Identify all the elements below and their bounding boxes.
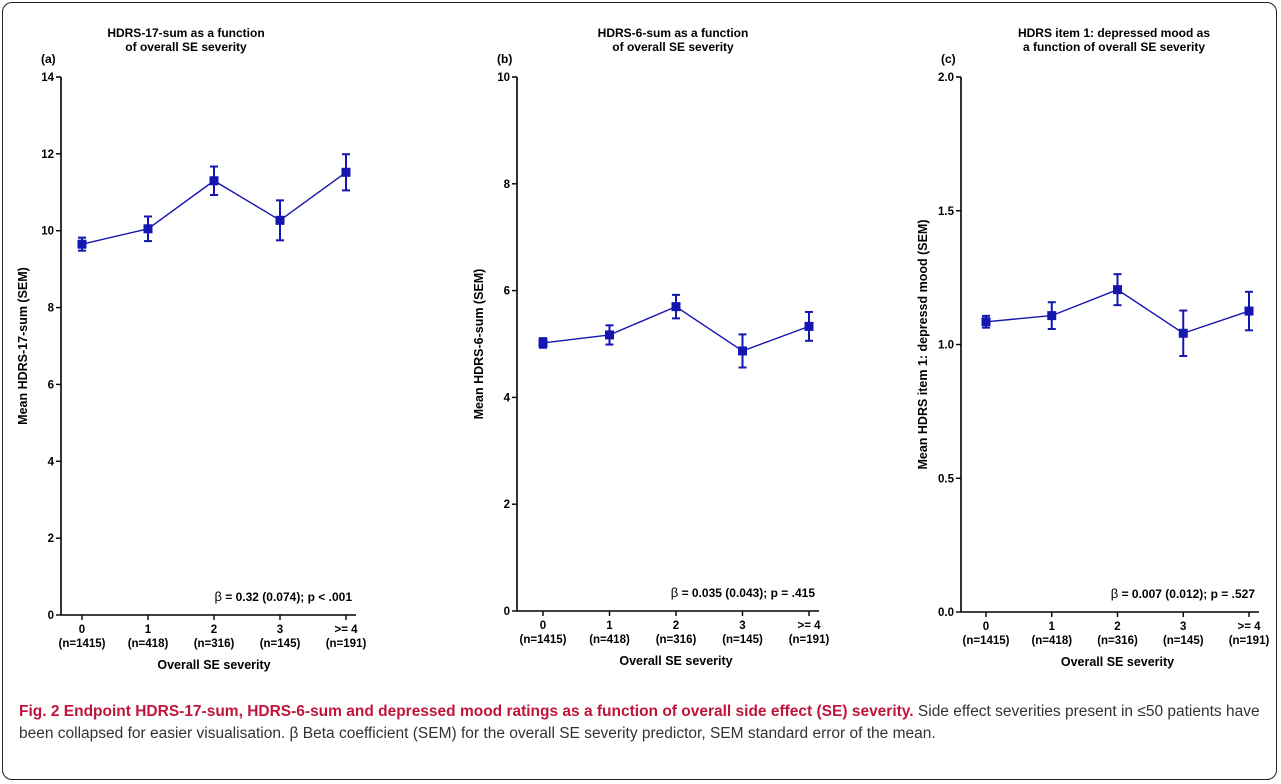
beta-symbol: β xyxy=(1111,586,1118,601)
data-point xyxy=(804,321,814,331)
caption-text: Side effect severities present in ≤50 pa… xyxy=(19,703,1260,742)
x-tick-count: (n=145) xyxy=(260,638,301,650)
data-point xyxy=(341,167,351,177)
x-tick-label: 0 xyxy=(79,624,85,636)
x-tick-label: 0 xyxy=(540,620,546,632)
x-tick-label: >= 4 xyxy=(797,620,821,632)
y-tick-label: 0.5 xyxy=(938,473,955,485)
y-tick-label: 1.0 xyxy=(938,340,954,352)
panel-label: (c) xyxy=(941,52,956,66)
x-tick-label: 1 xyxy=(145,624,152,636)
x-axis-label: Overall SE severity xyxy=(1061,655,1174,669)
x-tick-label: 0 xyxy=(983,621,989,633)
x-tick-count: (n=316) xyxy=(1097,635,1138,647)
beta-annotation: β = 0.007 (0.012); p = .527 xyxy=(1111,586,1256,601)
chart-title-line: HDRS-6-sum as a function xyxy=(598,26,749,40)
y-tick-label: 6 xyxy=(504,286,510,298)
x-tick-label: 3 xyxy=(277,624,283,636)
beta-symbol: β xyxy=(214,589,221,604)
x-tick-label: 2 xyxy=(1114,621,1120,633)
x-tick-label: 3 xyxy=(739,620,745,632)
x-tick-count: (n=316) xyxy=(656,634,697,646)
chart-panel-c: HDRS item 1: depressed mood asa function… xyxy=(916,26,1269,669)
data-point xyxy=(1113,285,1122,295)
beta-annotation-text: = 0.32 (0.074); p < .001 xyxy=(222,590,352,604)
data-point xyxy=(981,317,991,327)
chart-title-line: of overall SE severity xyxy=(125,40,247,54)
x-tick-count: (n=1415) xyxy=(59,638,106,650)
caption-bold: Fig. 2 Endpoint HDRS-17-sum, HDRS-6-sum … xyxy=(19,703,914,720)
y-tick-label: 1.5 xyxy=(938,206,955,218)
y-axis-label: Mean HDRS-6-sum (SEM) xyxy=(472,269,486,420)
y-tick-label: 10 xyxy=(497,72,510,84)
y-tick-label: 8 xyxy=(504,179,511,191)
y-axis-label: Mean HDRS-17-sum (SEM) xyxy=(16,267,30,425)
figure-caption: Fig. 2 Endpoint HDRS-17-sum, HDRS-6-sum … xyxy=(19,701,1264,745)
x-tick-label: 1 xyxy=(606,620,613,632)
x-tick-count: (n=191) xyxy=(789,634,830,646)
beta-symbol: β xyxy=(671,585,678,600)
x-axis-label: Overall SE severity xyxy=(619,654,732,668)
x-tick-count: (n=145) xyxy=(722,634,763,646)
y-tick-label: 4 xyxy=(504,392,511,404)
data-point xyxy=(143,224,153,234)
data-point xyxy=(605,330,614,340)
y-tick-label: 12 xyxy=(41,149,54,161)
x-tick-label: >= 4 xyxy=(1237,621,1261,633)
data-point xyxy=(738,346,747,356)
y-tick-label: 10 xyxy=(41,226,54,238)
x-tick-label: 3 xyxy=(1180,621,1186,633)
y-tick-label: 2.0 xyxy=(938,72,954,84)
x-tick-count: (n=191) xyxy=(326,638,367,650)
x-tick-count: (n=418) xyxy=(128,638,169,650)
data-point xyxy=(538,338,548,348)
x-tick-count: (n=316) xyxy=(194,638,235,650)
x-tick-label: 1 xyxy=(1049,621,1056,633)
chart-title-line: HDRS item 1: depressed mood as xyxy=(1018,26,1210,40)
x-tick-count: (n=418) xyxy=(589,634,630,646)
y-tick-label: 4 xyxy=(48,456,55,468)
y-tick-label: 2 xyxy=(48,533,54,545)
beta-annotation: β = 0.035 (0.043); p = .415 xyxy=(671,585,816,600)
beta-annotation-text: = 0.007 (0.012); p = .527 xyxy=(1118,587,1255,601)
data-point xyxy=(1178,328,1188,338)
y-tick-label: 2 xyxy=(504,499,510,511)
y-tick-label: 14 xyxy=(41,72,54,84)
chart-title-line: of overall SE severity xyxy=(612,40,734,54)
panel-label: (a) xyxy=(41,52,56,66)
y-tick-label: 0.0 xyxy=(938,607,954,619)
x-axis-label: Overall SE severity xyxy=(157,658,270,672)
y-tick-label: 0 xyxy=(504,606,510,618)
y-axis-label: Mean HDRS item 1: depressd mood (SEM) xyxy=(916,219,930,469)
chart-title-line: HDRS-17-sum as a function xyxy=(107,26,264,40)
panel-label: (b) xyxy=(497,52,512,66)
data-point xyxy=(671,302,681,312)
x-tick-count: (n=191) xyxy=(1229,635,1270,647)
y-tick-label: 0 xyxy=(48,610,54,622)
data-point xyxy=(1244,306,1254,316)
y-tick-label: 6 xyxy=(48,379,54,391)
x-tick-count: (n=418) xyxy=(1031,635,1072,647)
x-tick-label: 2 xyxy=(211,624,217,636)
beta-annotation-text: = 0.035 (0.043); p = .415 xyxy=(678,586,815,600)
x-tick-count: (n=1415) xyxy=(520,634,567,646)
chart-title-line: a function of overall SE severity xyxy=(1023,40,1205,54)
x-tick-label: >= 4 xyxy=(334,624,358,636)
data-point xyxy=(275,215,285,225)
x-tick-count: (n=1415) xyxy=(963,635,1010,647)
data-point xyxy=(1047,311,1057,321)
x-tick-count: (n=145) xyxy=(1163,635,1204,647)
data-point xyxy=(77,239,87,249)
x-tick-label: 2 xyxy=(673,620,679,632)
beta-annotation: β = 0.32 (0.074); p < .001 xyxy=(214,589,352,604)
y-tick-label: 8 xyxy=(48,303,55,315)
data-point xyxy=(209,176,219,186)
